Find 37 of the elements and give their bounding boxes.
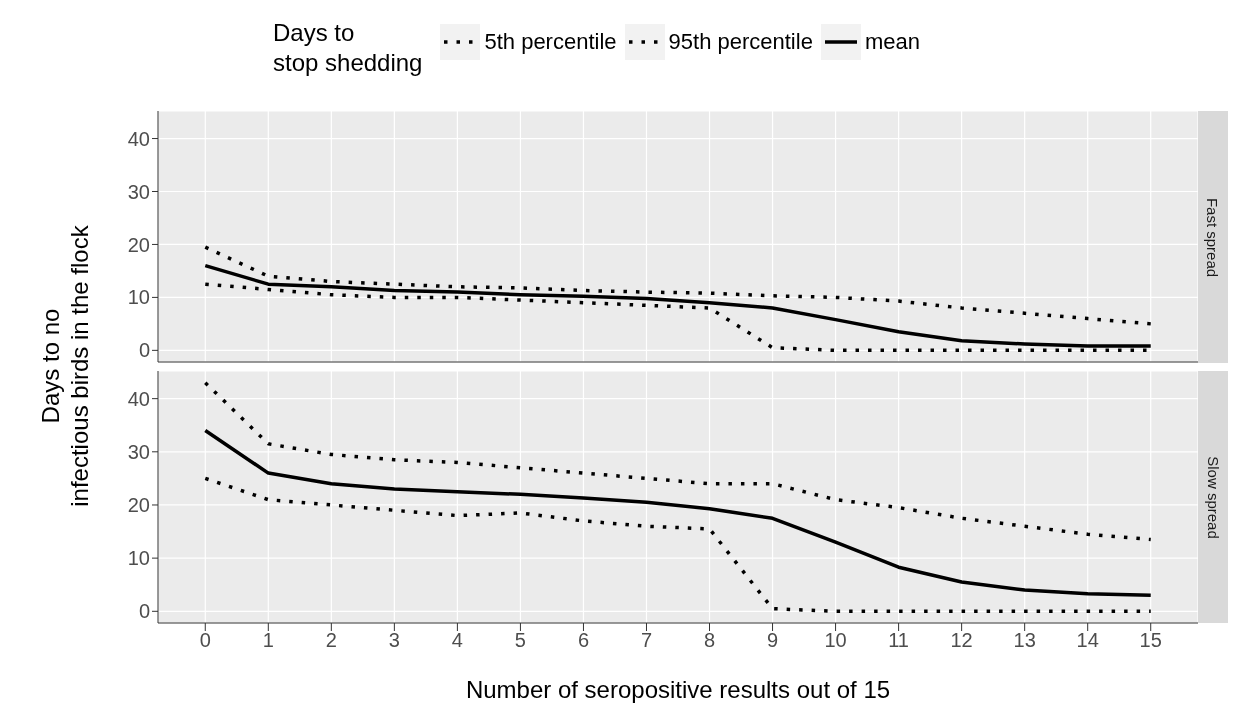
x-tick-label: 8 bbox=[703, 629, 716, 652]
x-tick-label: 2 bbox=[325, 629, 337, 652]
y-axis-title: Days to no infectious birds in the flock bbox=[36, 224, 94, 509]
legend-label: 5th percentile bbox=[484, 29, 617, 55]
x-tick-label: 3 bbox=[388, 629, 400, 652]
x-tick-label: 13 bbox=[1013, 629, 1036, 652]
legend-title: Days to stop shedding bbox=[273, 18, 423, 78]
x-axis-title: Number of seropositive results out of 15 bbox=[464, 676, 892, 704]
line-series bbox=[203, 476, 1153, 614]
y-tick-label: 10 bbox=[127, 286, 150, 309]
x-tick-label: 15 bbox=[1139, 629, 1162, 652]
y-tick-label: 10 bbox=[127, 547, 150, 570]
x-tick-label: 7 bbox=[640, 629, 653, 652]
y-tick-label: 0 bbox=[138, 600, 150, 623]
x-tick-label: 12 bbox=[950, 629, 973, 652]
x-tick-label: 11 bbox=[888, 629, 909, 652]
x-tick-label: 10 bbox=[824, 629, 847, 652]
y-tick-label: 20 bbox=[127, 233, 150, 256]
x-tick-label: 1 bbox=[262, 629, 274, 652]
line-series bbox=[203, 380, 1153, 542]
x-tick-label: 14 bbox=[1076, 629, 1099, 652]
line-series bbox=[203, 428, 1153, 598]
text: Slow spread bbox=[1204, 455, 1222, 539]
x-tick-label: 5 bbox=[514, 629, 526, 652]
x-tick-label: 6 bbox=[577, 629, 590, 652]
y-tick-label: 40 bbox=[127, 387, 150, 410]
legend-label: 95th percentile bbox=[668, 29, 813, 55]
y-tick-label: 20 bbox=[127, 494, 150, 517]
text: Fast spread bbox=[1204, 197, 1222, 277]
y-tick-label: 0 bbox=[138, 339, 150, 362]
y-tick-label: 30 bbox=[127, 440, 150, 463]
x-tick-label: 4 bbox=[451, 629, 463, 652]
x-tick-label: 0 bbox=[199, 629, 211, 652]
legend-label: mean bbox=[864, 29, 920, 55]
y-tick-label: 40 bbox=[127, 127, 150, 150]
y-tick-label: 30 bbox=[127, 180, 150, 203]
x-tick-label: 9 bbox=[766, 629, 779, 652]
